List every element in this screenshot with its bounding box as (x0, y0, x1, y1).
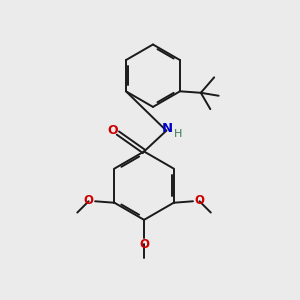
Text: O: O (84, 194, 94, 207)
Text: O: O (107, 124, 118, 136)
Text: O: O (139, 238, 149, 251)
Text: N: N (162, 122, 173, 135)
Text: H: H (174, 129, 182, 139)
Text: O: O (194, 194, 205, 207)
